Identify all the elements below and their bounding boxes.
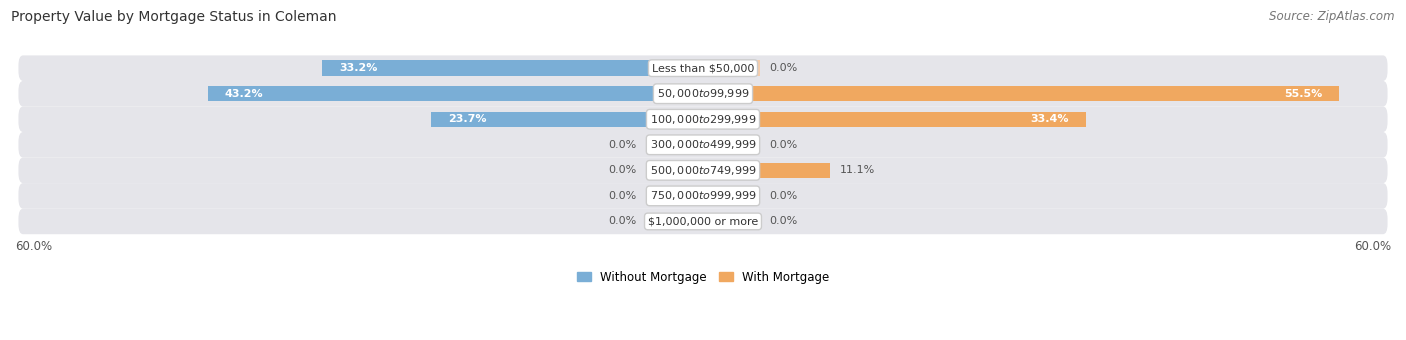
- Bar: [703, 137, 761, 152]
- Bar: [703, 188, 761, 204]
- FancyBboxPatch shape: [18, 132, 1388, 157]
- Text: 55.5%: 55.5%: [1284, 89, 1322, 99]
- Bar: [645, 188, 703, 204]
- Text: 33.2%: 33.2%: [339, 63, 378, 73]
- Text: $100,000 to $299,999: $100,000 to $299,999: [650, 113, 756, 126]
- Text: 0.0%: 0.0%: [769, 140, 797, 150]
- Text: 60.0%: 60.0%: [1354, 240, 1391, 253]
- Bar: [703, 86, 1340, 101]
- Text: 0.0%: 0.0%: [769, 191, 797, 201]
- Text: Property Value by Mortgage Status in Coleman: Property Value by Mortgage Status in Col…: [11, 10, 337, 24]
- Text: 0.0%: 0.0%: [609, 140, 637, 150]
- Bar: [703, 61, 761, 76]
- Text: 43.2%: 43.2%: [225, 89, 263, 99]
- Bar: [432, 112, 703, 127]
- Bar: [645, 163, 703, 178]
- FancyBboxPatch shape: [18, 183, 1388, 209]
- FancyBboxPatch shape: [18, 209, 1388, 234]
- Text: 0.0%: 0.0%: [769, 217, 797, 226]
- Text: Source: ZipAtlas.com: Source: ZipAtlas.com: [1270, 10, 1395, 23]
- Text: 11.1%: 11.1%: [839, 165, 875, 175]
- Text: Less than $50,000: Less than $50,000: [652, 63, 754, 73]
- Bar: [703, 163, 831, 178]
- Text: $50,000 to $99,999: $50,000 to $99,999: [657, 87, 749, 100]
- Bar: [208, 86, 703, 101]
- FancyBboxPatch shape: [18, 81, 1388, 106]
- Text: 0.0%: 0.0%: [609, 165, 637, 175]
- Bar: [645, 214, 703, 229]
- Text: 23.7%: 23.7%: [449, 114, 486, 124]
- Bar: [322, 61, 703, 76]
- Text: 33.4%: 33.4%: [1031, 114, 1069, 124]
- Text: $300,000 to $499,999: $300,000 to $499,999: [650, 138, 756, 151]
- FancyBboxPatch shape: [18, 157, 1388, 183]
- Text: 0.0%: 0.0%: [769, 63, 797, 73]
- FancyBboxPatch shape: [18, 106, 1388, 132]
- Legend: Without Mortgage, With Mortgage: Without Mortgage, With Mortgage: [572, 266, 834, 288]
- Text: 0.0%: 0.0%: [609, 191, 637, 201]
- Bar: [703, 214, 761, 229]
- Text: 0.0%: 0.0%: [609, 217, 637, 226]
- Bar: [703, 112, 1085, 127]
- Text: $1,000,000 or more: $1,000,000 or more: [648, 217, 758, 226]
- FancyBboxPatch shape: [18, 55, 1388, 81]
- Bar: [645, 137, 703, 152]
- Text: $500,000 to $749,999: $500,000 to $749,999: [650, 164, 756, 177]
- Text: $750,000 to $999,999: $750,000 to $999,999: [650, 189, 756, 202]
- Text: 60.0%: 60.0%: [15, 240, 52, 253]
